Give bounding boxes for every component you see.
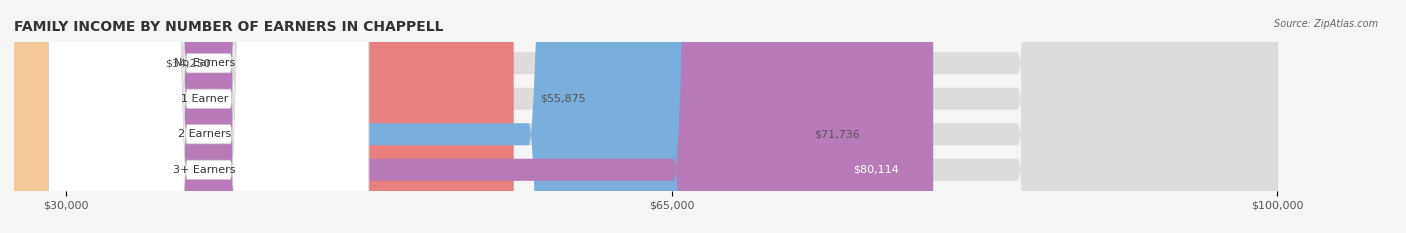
Text: $80,114: $80,114 <box>853 165 898 175</box>
FancyBboxPatch shape <box>66 0 1277 233</box>
Text: $55,875: $55,875 <box>540 94 585 104</box>
FancyBboxPatch shape <box>66 0 1277 233</box>
Text: FAMILY INCOME BY NUMBER OF EARNERS IN CHAPPELL: FAMILY INCOME BY NUMBER OF EARNERS IN CH… <box>14 20 443 34</box>
FancyBboxPatch shape <box>49 0 368 233</box>
Text: Source: ZipAtlas.com: Source: ZipAtlas.com <box>1274 19 1378 29</box>
FancyBboxPatch shape <box>49 0 368 233</box>
Text: 2 Earners: 2 Earners <box>177 129 231 139</box>
Text: $71,736: $71,736 <box>814 129 860 139</box>
FancyBboxPatch shape <box>49 0 368 233</box>
FancyBboxPatch shape <box>49 0 368 233</box>
Text: No Earners: No Earners <box>174 58 235 68</box>
Text: 3+ Earners: 3+ Earners <box>173 165 236 175</box>
Text: $34,250: $34,250 <box>166 58 211 68</box>
FancyBboxPatch shape <box>66 0 934 233</box>
FancyBboxPatch shape <box>0 0 326 233</box>
Text: 1 Earner: 1 Earner <box>181 94 228 104</box>
FancyBboxPatch shape <box>66 0 513 233</box>
FancyBboxPatch shape <box>66 0 1277 233</box>
FancyBboxPatch shape <box>66 0 789 233</box>
FancyBboxPatch shape <box>66 0 1277 233</box>
